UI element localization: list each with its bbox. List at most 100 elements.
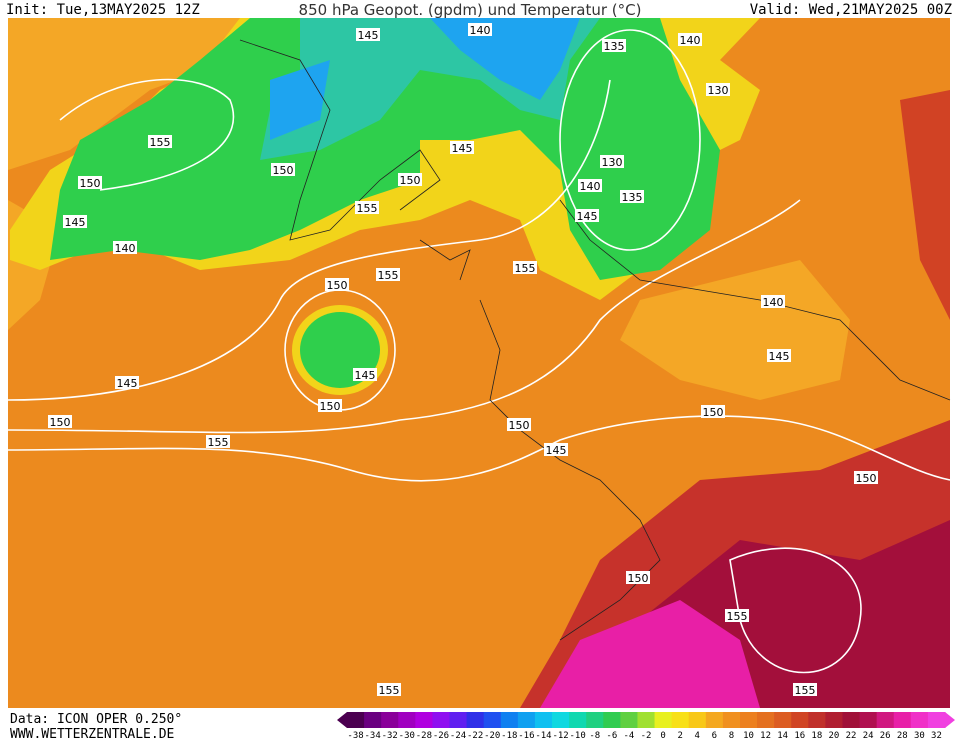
colorbar-swatch — [757, 712, 775, 728]
contour-label: 140 — [470, 24, 491, 37]
contour-label: 155 — [378, 269, 399, 282]
contour-label: 130 — [602, 156, 623, 169]
contour-label: 150 — [400, 174, 421, 187]
contour-label: 145 — [546, 444, 567, 457]
colorbar-label: -2 — [641, 731, 652, 741]
label-box — [113, 241, 137, 254]
geopotential-contours — [7, 29, 951, 674]
contour-label: 155 — [515, 262, 536, 275]
contour-label: 150 — [273, 164, 294, 177]
colorbar-label: 8 — [729, 731, 734, 741]
contour-label: 150 — [80, 177, 101, 190]
contour-label: 150 — [50, 416, 71, 429]
contour-label: 145 — [452, 142, 473, 155]
colorbar-swatch — [534, 712, 553, 728]
colorbar-label: 10 — [743, 731, 754, 741]
colorbar-swatch — [603, 712, 621, 728]
label-box — [353, 368, 377, 381]
contour-label: 155 — [727, 610, 748, 623]
label-box — [575, 209, 599, 222]
colorbar-swatch — [552, 712, 570, 728]
label-box — [578, 179, 602, 192]
colorbar-label: 30 — [914, 731, 925, 741]
label-box — [78, 176, 102, 189]
label-box — [793, 683, 817, 696]
colorbar-label: -14 — [535, 731, 551, 741]
contour-label: 135 — [622, 191, 643, 204]
colorbar-label: -24 — [450, 731, 466, 741]
colorbar-swatch — [671, 712, 690, 728]
contour-label: 155 — [208, 436, 229, 449]
colorbar-swatch — [825, 712, 843, 728]
colorbar-swatch — [432, 712, 451, 728]
colorbar-swatch — [842, 712, 861, 728]
label-box — [356, 28, 380, 41]
colorbar-swatch — [910, 712, 929, 728]
colorbar-swatch — [620, 712, 638, 728]
colorbar-label: 22 — [846, 731, 857, 741]
colorbar: -38 -34 -32 -30 -28 -26 -24 -22 -20 -18 -16 -14 -12-… — [337, 712, 955, 741]
colorbar-swatch — [927, 712, 946, 728]
label-box — [115, 376, 139, 389]
blue-zone — [270, 18, 580, 140]
label-box — [602, 39, 626, 52]
colorbar-label: -28 — [416, 731, 432, 741]
label-box — [725, 609, 749, 622]
colorbar-label: -18 — [501, 731, 517, 741]
colorbar-swatch — [739, 712, 758, 728]
extreme-hot-region — [540, 600, 760, 708]
label-box — [544, 443, 568, 456]
colorbar-label: -12 — [552, 731, 568, 741]
colorbar-label: 26 — [880, 731, 891, 741]
label-box — [450, 141, 474, 154]
label-box — [513, 261, 537, 274]
colorbar-swatch — [569, 712, 587, 728]
label-box — [355, 201, 379, 214]
colorbar-label: 16 — [794, 731, 805, 741]
contour-label: 135 — [604, 40, 625, 53]
label-box — [600, 155, 624, 168]
label-box — [325, 278, 349, 291]
label-box — [206, 435, 230, 448]
colorbar-label: 20 — [829, 731, 840, 741]
contour-label: 150 — [703, 406, 724, 419]
label-box — [48, 415, 72, 428]
colorbar-label: -38 — [347, 731, 363, 741]
colorbar-label: -32 — [382, 731, 398, 741]
map-title: 850 hPa Geopot. (gpdm) und Temperatur (°… — [299, 1, 642, 19]
data-source: Data: ICON OPER 0.250° — [10, 712, 182, 727]
label-box — [678, 33, 702, 46]
colorbar-label: -4 — [623, 731, 634, 741]
colorbar-label: 0 — [660, 731, 665, 741]
colorbar-swatch — [398, 712, 416, 728]
label-box — [398, 173, 422, 186]
colorbar-swatch — [791, 712, 809, 728]
colorbar-label: 2 — [677, 731, 682, 741]
contour-label: 145 — [65, 216, 86, 229]
colorbar-swatch — [654, 712, 673, 728]
colorbar-label: 14 — [777, 731, 788, 741]
contour-label: 150 — [509, 419, 530, 432]
colorbar-label: -10 — [570, 731, 586, 741]
label-box — [377, 683, 401, 696]
label-box — [626, 571, 650, 584]
colorbar-swatch — [705, 712, 724, 728]
colorbar-swatch — [586, 712, 604, 728]
colorbar-label: -8 — [589, 731, 600, 741]
label-box — [148, 135, 172, 148]
colorbar-swatch — [415, 712, 433, 728]
label-box — [701, 405, 725, 418]
hot-region — [900, 90, 950, 320]
label-box — [468, 23, 492, 36]
colorbar-label: -22 — [467, 731, 483, 741]
colorbar-label: 12 — [760, 731, 771, 741]
label-box — [271, 163, 295, 176]
colorbar-label: -30 — [399, 731, 415, 741]
colorbar-swatch — [688, 712, 707, 728]
colorbar-swatch — [808, 712, 826, 728]
label-box — [620, 190, 644, 203]
contour-label: 145 — [355, 369, 376, 382]
colorbar-swatch — [364, 712, 382, 728]
